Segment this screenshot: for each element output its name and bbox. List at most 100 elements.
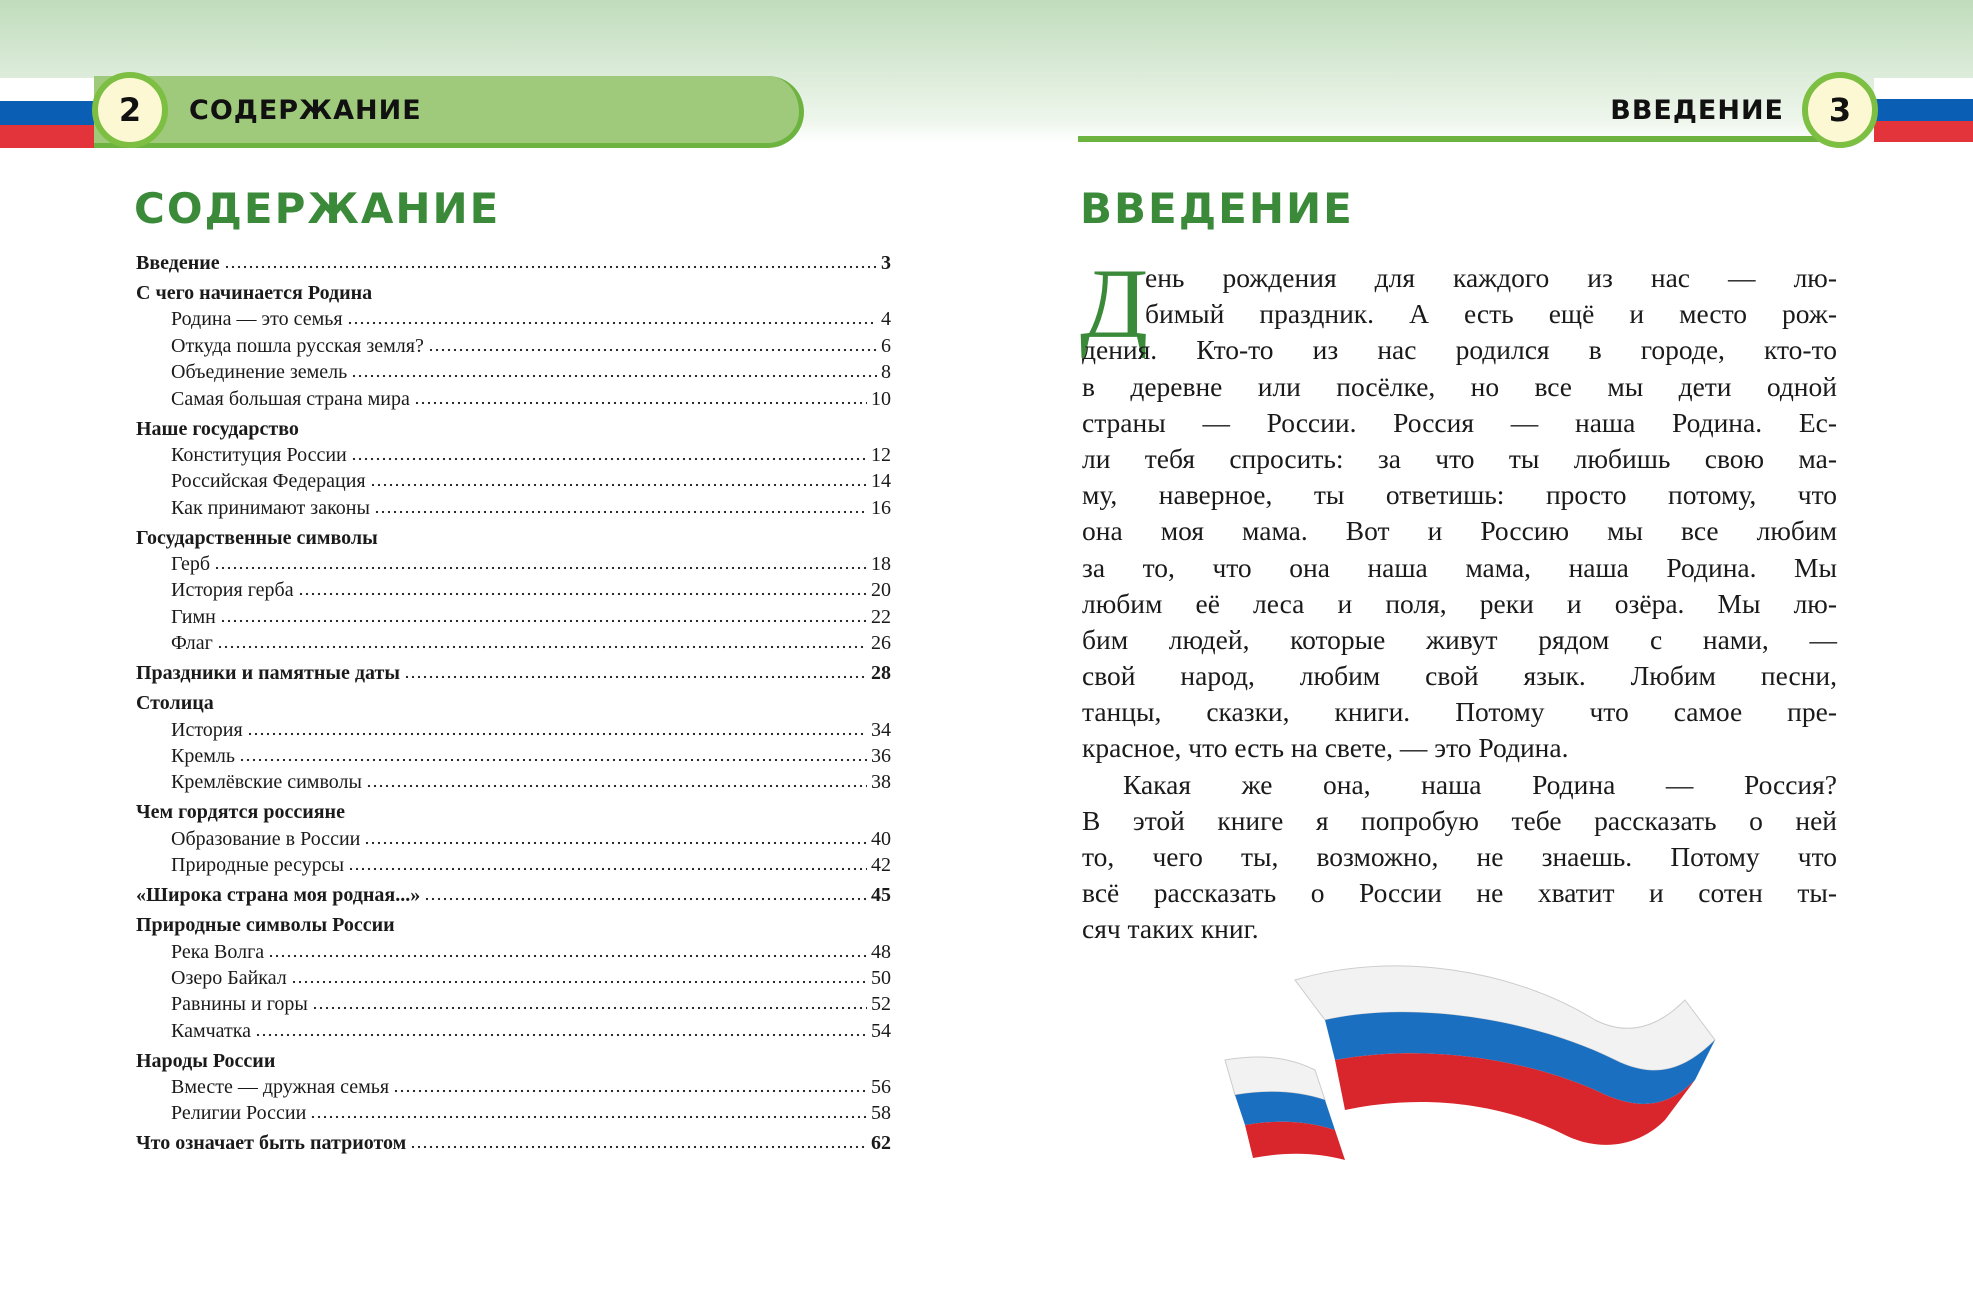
text-line: красное, что есть на свете, — это Родина… bbox=[1082, 732, 1569, 764]
dot-leader bbox=[310, 1115, 867, 1120]
text-line: она моя мама. Вот и Россию мы все любим bbox=[1082, 515, 1837, 547]
toc-page: 18 bbox=[871, 553, 891, 576]
toc-item: Камчатка 54 bbox=[136, 1018, 891, 1044]
dot-leader bbox=[364, 840, 867, 845]
toc-item: Кремль 36 bbox=[136, 743, 891, 769]
dot-leader bbox=[297, 592, 867, 597]
header-rule bbox=[1078, 136, 1838, 142]
toc-page: 4 bbox=[881, 308, 891, 331]
dot-leader bbox=[311, 1006, 867, 1011]
toc-title: История герба bbox=[171, 579, 294, 602]
toc-title: Река Волга bbox=[171, 940, 265, 963]
toc-page: 34 bbox=[871, 718, 891, 741]
toc-title: Чем гордятся россияне bbox=[136, 801, 345, 824]
toc-title: Равнины и горы bbox=[171, 993, 308, 1016]
toc-item: Народы России bbox=[136, 1048, 891, 1074]
text-line: за то, что она наша мама, наша Родина. М… bbox=[1082, 551, 1837, 583]
text-line: ли тебя спросить: за что ты любишь свою … bbox=[1082, 442, 1837, 474]
toc-page: 10 bbox=[871, 387, 891, 410]
ribbon-end-red bbox=[1245, 1121, 1345, 1160]
toc-title: Российская Федерация bbox=[171, 470, 366, 493]
toc-item: Образование в России 40 bbox=[136, 826, 891, 852]
dot-leader bbox=[413, 400, 867, 405]
dot-leader bbox=[246, 731, 867, 736]
toc-item: Религии России 58 bbox=[136, 1100, 891, 1126]
dot-leader bbox=[216, 645, 867, 650]
text-line: страны — России. Россия — наша Родина. Е… bbox=[1082, 406, 1837, 438]
text-line: бимый праздник. А есть ещё и место рож- bbox=[1145, 298, 1837, 330]
dot-leader bbox=[348, 867, 867, 872]
toc-title: Кремлёвские символы bbox=[171, 771, 362, 794]
toc-title: Самая большая страна мира bbox=[171, 387, 410, 410]
toc-page: 26 bbox=[871, 632, 891, 655]
flag-stripes-left bbox=[0, 78, 113, 148]
text-line: всё рассказать о России не хватит и соте… bbox=[1082, 877, 1837, 909]
toc-item: Столица bbox=[136, 690, 891, 716]
dot-leader bbox=[410, 1145, 867, 1150]
dot-leader bbox=[373, 509, 867, 514]
toc-item: Откуда пошла русская земля? 6 bbox=[136, 333, 891, 359]
toc-title: Государственные символы bbox=[136, 526, 378, 549]
dot-leader bbox=[214, 566, 867, 571]
page-number-right: 3 bbox=[1802, 72, 1878, 148]
toc-title: Объединение земель bbox=[171, 361, 348, 384]
russian-flag-ribbon-icon bbox=[1224, 965, 1716, 1160]
toc-item: Равнины и горы 52 bbox=[136, 991, 891, 1017]
toc-title: Введение bbox=[136, 252, 220, 274]
toc-title: Вместе — дружная семья bbox=[171, 1076, 390, 1099]
toc-item: Российская Федерация 14 bbox=[136, 468, 891, 494]
text-line: любим её леса и поля, реки и озёра. Мы л… bbox=[1082, 587, 1837, 619]
toc-item: Введение 3 bbox=[136, 250, 891, 276]
toc-item: Флаг 26 bbox=[136, 630, 891, 656]
dot-leader bbox=[369, 483, 867, 488]
dot-leader bbox=[403, 675, 867, 680]
toc-title: Озеро Байкал bbox=[171, 966, 287, 989]
toc-page: 14 bbox=[871, 470, 891, 493]
dot-leader bbox=[365, 784, 867, 789]
toc-item: Как принимают законы 16 bbox=[136, 495, 891, 521]
toc-title: Кремль bbox=[171, 745, 235, 767]
dot-leader bbox=[268, 953, 867, 958]
dot-leader bbox=[427, 347, 877, 352]
toc-title: История bbox=[171, 718, 243, 741]
toc-item: Чем гордятся россияне bbox=[136, 799, 891, 825]
toc-title: Природные символы России bbox=[136, 914, 395, 937]
toc-page: 62 bbox=[871, 1132, 891, 1155]
dot-leader bbox=[255, 1032, 867, 1037]
toc-item: Гимн 22 bbox=[136, 604, 891, 630]
toc-title: Религии России bbox=[171, 1102, 307, 1125]
toc-item: С чего начинается Родина bbox=[136, 280, 891, 306]
text-line: в деревне или посёлке, но все мы дети од… bbox=[1082, 370, 1837, 402]
text-line: В этой книге я попробую тебе рассказать … bbox=[1082, 804, 1837, 836]
toc-page: 12 bbox=[871, 443, 891, 466]
toc-title: Как принимают законы bbox=[171, 496, 370, 519]
toc-page: 3 bbox=[881, 252, 891, 274]
toc-title: Гимн bbox=[171, 605, 216, 628]
table-of-contents: Введение 3 С чего начинается Родина Родина … bbox=[136, 250, 891, 1157]
intro-heading: ВВЕДЕНИЕ bbox=[1080, 184, 1354, 233]
toc-title: Флаг bbox=[171, 632, 213, 655]
toc-page: 40 bbox=[871, 827, 891, 850]
toc-title: «Широка страна моя родная...» bbox=[136, 884, 421, 907]
toc-page: 45 bbox=[871, 884, 891, 907]
intro-text: ень рождения для каждого из нас — лю-бим… bbox=[1082, 260, 1837, 948]
toc-item: Конституция России 12 bbox=[136, 442, 891, 468]
running-header-right: ВВЕДЕНИЕ bbox=[1610, 95, 1784, 126]
toc-title: Герб bbox=[171, 553, 211, 576]
dot-leader bbox=[223, 265, 877, 269]
header-pill bbox=[94, 76, 804, 148]
toc-page: 42 bbox=[871, 854, 891, 877]
toc-title: Образование в России bbox=[171, 827, 361, 850]
flag-stripes-right bbox=[1874, 78, 1973, 142]
text-line: бим людей, которые живут рядом с нами, — bbox=[1082, 623, 1837, 655]
toc-page: 6 bbox=[881, 334, 891, 357]
toc-item: Герб 18 bbox=[136, 551, 891, 577]
toc-page: 50 bbox=[871, 966, 891, 989]
toc-item: Государственные символы bbox=[136, 525, 891, 551]
toc-page: 52 bbox=[871, 993, 891, 1016]
dot-leader bbox=[238, 758, 867, 762]
ribbon-blue bbox=[1325, 1012, 1715, 1104]
toc-page: 22 bbox=[871, 605, 891, 628]
toc-item: Объединение земель 8 bbox=[136, 359, 891, 385]
toc-title: Народы России bbox=[136, 1049, 276, 1072]
